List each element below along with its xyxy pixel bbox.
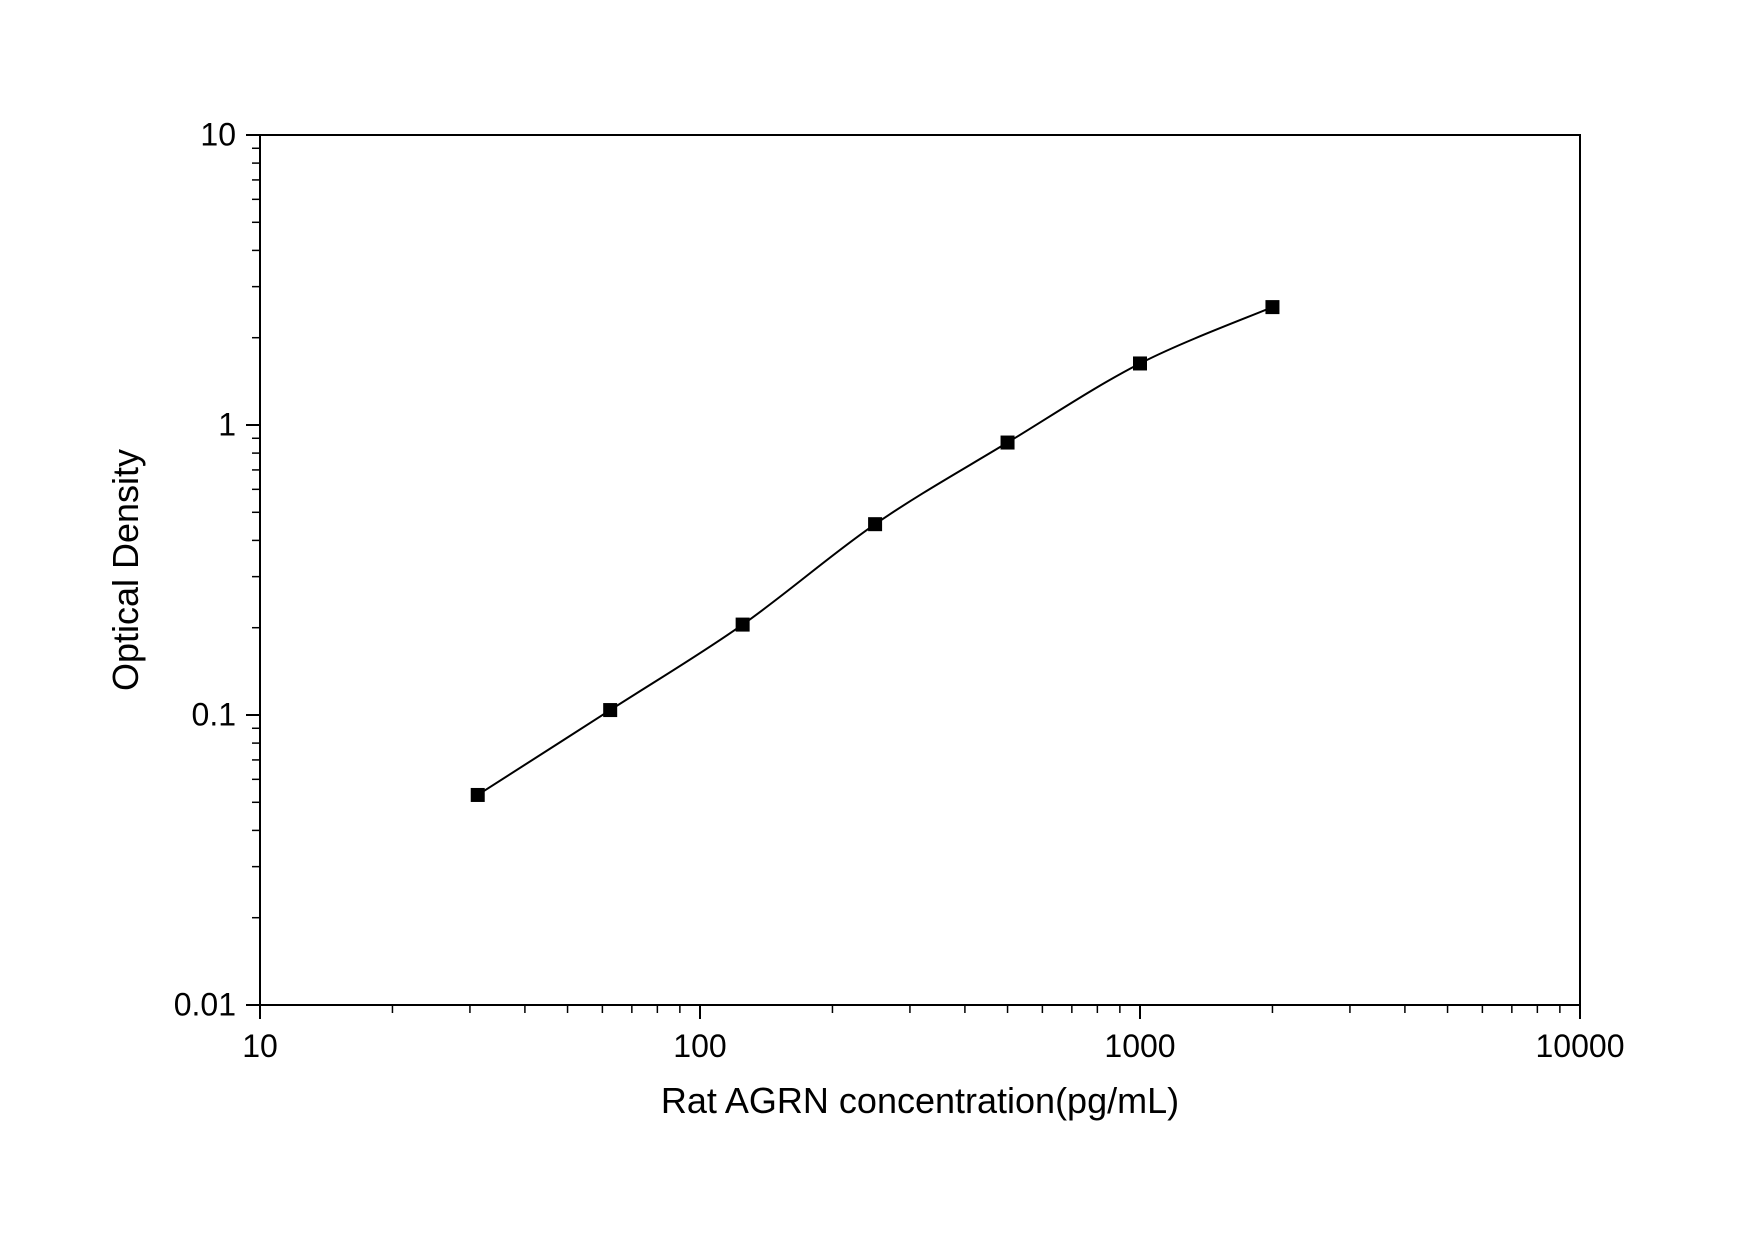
y-tick-label: 0.1 [192,697,236,733]
x-tick-label: 10 [242,1028,278,1064]
data-marker [1265,300,1279,314]
chart-container: 10 100 1000 10000 0.01 0.1 1 10 Rat AGRN concent… [0,0,1755,1240]
data-marker [736,618,750,632]
y-tick-label: 0.01 [174,987,236,1023]
y-tick-label: 10 [200,117,236,153]
x-axis-label: Rat AGRN concentration(pg/mL) [661,1080,1179,1121]
data-marker [1001,436,1015,450]
data-marker [868,517,882,531]
y-tick-label: 1 [218,407,236,443]
plot-frame [260,135,1580,1005]
chart-svg: 10 100 1000 10000 0.01 0.1 1 10 Rat AGRN concent… [0,0,1755,1240]
data-curve [478,307,1273,795]
x-tick-label: 100 [673,1028,726,1064]
x-tick-label: 1000 [1104,1028,1175,1064]
data-marker [603,703,617,717]
x-tick-label: 10000 [1536,1028,1625,1064]
data-marker [1133,356,1147,370]
y-axis-label: Optical Density [105,449,146,691]
data-marker [471,788,485,802]
